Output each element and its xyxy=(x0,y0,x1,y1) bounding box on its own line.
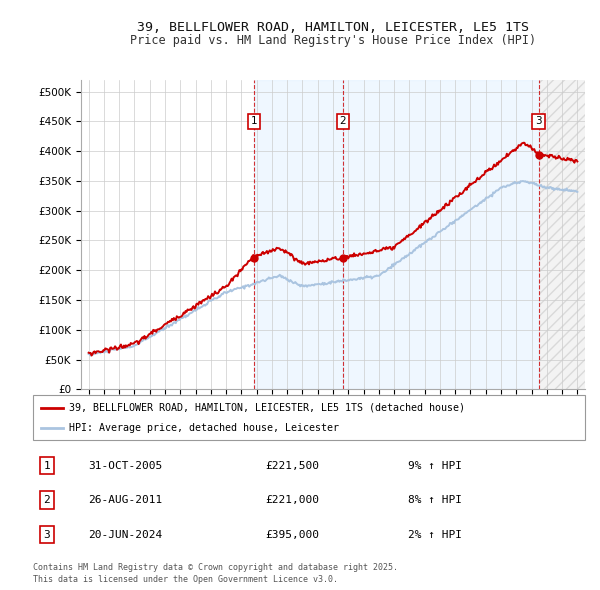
Text: 1: 1 xyxy=(43,461,50,470)
Text: Contains HM Land Registry data © Crown copyright and database right 2025.: Contains HM Land Registry data © Crown c… xyxy=(33,563,398,572)
Text: 31-OCT-2005: 31-OCT-2005 xyxy=(88,461,163,470)
Text: £221,500: £221,500 xyxy=(265,461,319,470)
Text: 26-AUG-2011: 26-AUG-2011 xyxy=(88,495,163,505)
FancyBboxPatch shape xyxy=(33,395,585,440)
Text: 3: 3 xyxy=(535,116,542,126)
Text: This data is licensed under the Open Government Licence v3.0.: This data is licensed under the Open Gov… xyxy=(33,575,338,584)
Text: 39, BELLFLOWER ROAD, HAMILTON, LEICESTER, LE5 1TS: 39, BELLFLOWER ROAD, HAMILTON, LEICESTER… xyxy=(137,21,529,34)
Text: 39, BELLFLOWER ROAD, HAMILTON, LEICESTER, LE5 1TS (detached house): 39, BELLFLOWER ROAD, HAMILTON, LEICESTER… xyxy=(69,403,465,412)
Text: 2% ↑ HPI: 2% ↑ HPI xyxy=(409,530,463,539)
Text: 1: 1 xyxy=(251,116,257,126)
Text: £395,000: £395,000 xyxy=(265,530,319,539)
Bar xyxy=(539,80,585,389)
Text: 20-JUN-2024: 20-JUN-2024 xyxy=(88,530,163,539)
Bar xyxy=(254,80,343,389)
Text: £221,000: £221,000 xyxy=(265,495,319,505)
Bar xyxy=(343,80,539,389)
Text: 2: 2 xyxy=(340,116,346,126)
Text: 8% ↑ HPI: 8% ↑ HPI xyxy=(409,495,463,505)
Text: HPI: Average price, detached house, Leicester: HPI: Average price, detached house, Leic… xyxy=(69,424,339,434)
Text: 2: 2 xyxy=(43,495,50,505)
Text: 9% ↑ HPI: 9% ↑ HPI xyxy=(409,461,463,470)
Text: Price paid vs. HM Land Registry's House Price Index (HPI): Price paid vs. HM Land Registry's House … xyxy=(130,34,536,47)
Text: 3: 3 xyxy=(43,530,50,539)
